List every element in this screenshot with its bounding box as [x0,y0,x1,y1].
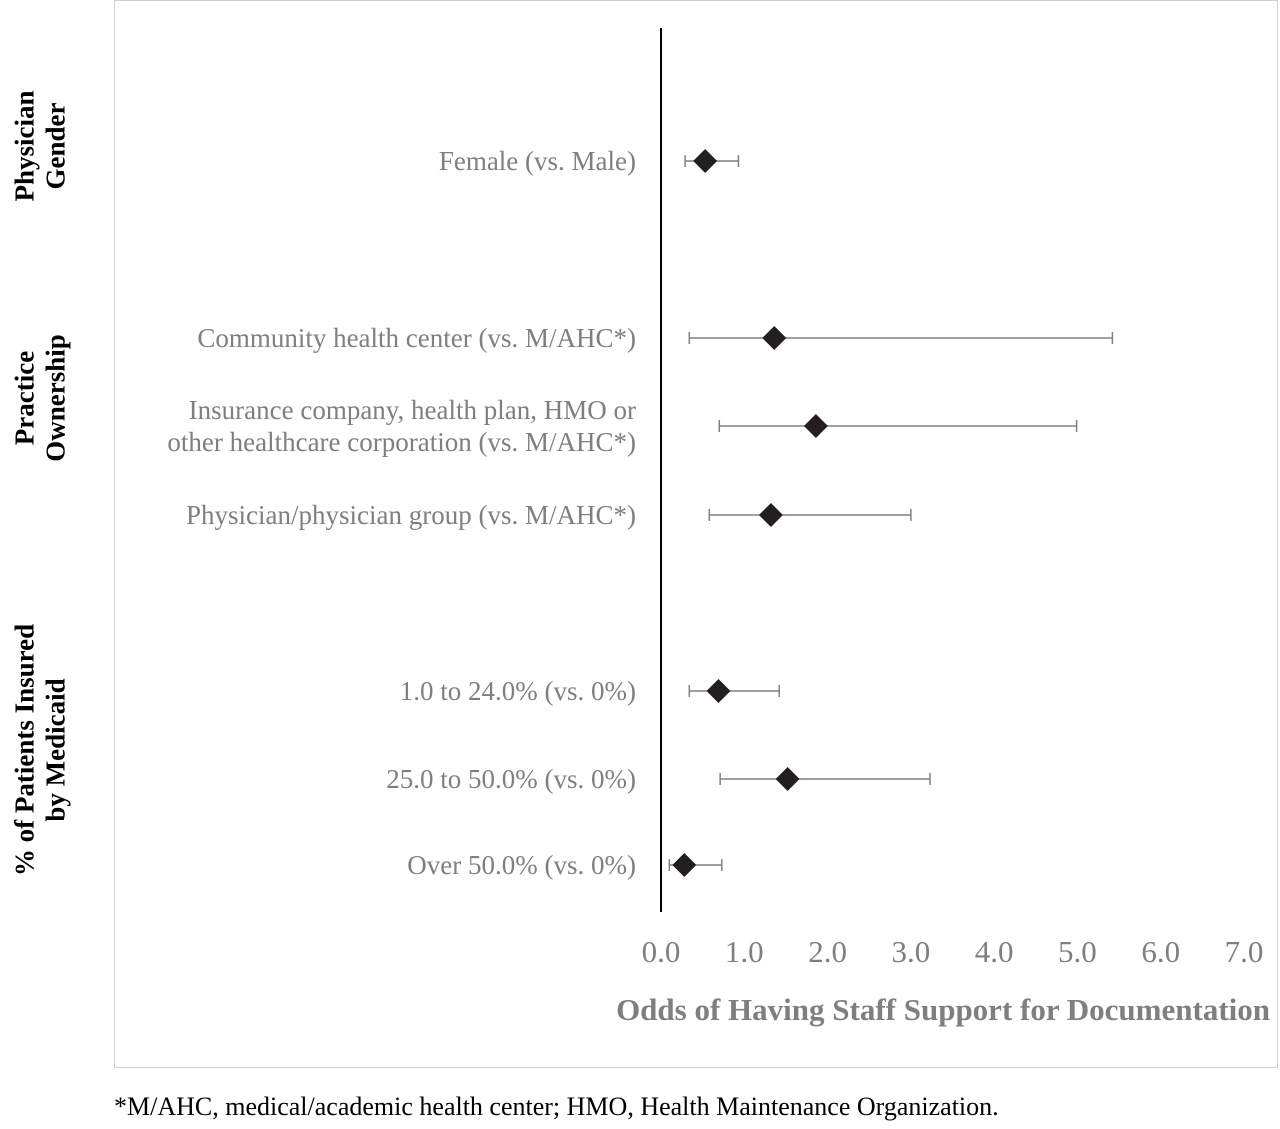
category-label: Physician/physician group (vs. M/AHC*) [186,500,636,530]
x-tick-label: 0.0 [642,934,681,969]
x-tick-label: 2.0 [808,934,847,969]
group-label: % of Patients Insuredby Medicaid [10,624,71,876]
x-tick-label: 5.0 [1058,934,1097,969]
x-tick-label: 1.0 [725,934,764,969]
odds-ratio-marker [672,853,697,877]
group-label: PhysicianGender [10,90,71,201]
odds-ratio-marker [758,503,783,527]
x-tick-label: 3.0 [891,934,930,969]
x-tick-label: 6.0 [1141,934,1180,969]
odds-ratio-marker [706,679,731,703]
x-axis-title: Odds of Having Staff Support for Documen… [616,992,1270,1027]
odds-ratio-marker [693,149,718,173]
odds-ratio-marker [775,767,800,791]
category-label: Insurance company, health plan, HMO or ot… [167,395,636,457]
x-tick-label: 7.0 [1225,934,1264,969]
footnote: *M/AHC, medical/academic health center; … [114,1092,999,1121]
chart-frame [114,0,1278,1068]
category-label: 25.0 to 50.0% (vs. 0%) [386,764,636,794]
category-label: Community health center (vs. M/AHC*) [197,323,636,353]
category-label: Over 50.0% (vs. 0%) [407,850,636,880]
odds-ratio-marker [762,326,787,350]
odds-ratio-marker [803,414,828,438]
group-label: PracticeOwnership [10,334,71,462]
forest-plot: 0.0 1.0 2.0 3.0 4.0 5.0 6.0 7.0 Odds of Having S… [10,28,1270,1027]
category-label: Female (vs. Male) [439,146,636,176]
x-tick-label: 4.0 [975,934,1014,969]
category-label: 1.0 to 24.0% (vs. 0%) [400,676,636,706]
